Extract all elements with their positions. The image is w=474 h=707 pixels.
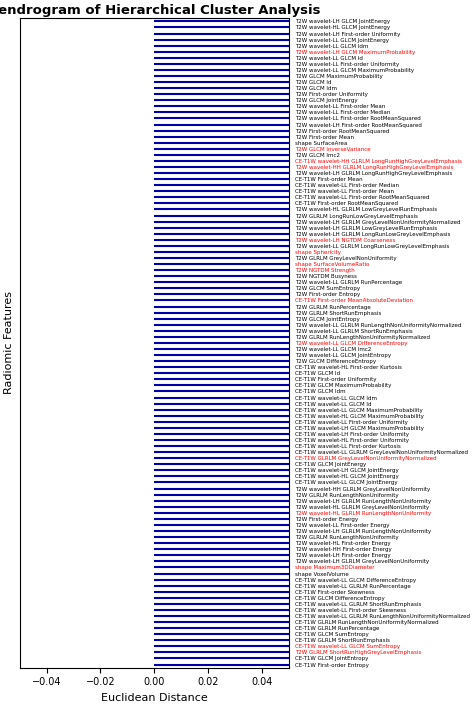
Y-axis label: Radiomic Features: Radiomic Features bbox=[4, 291, 14, 395]
Title: Dendrogram of Hierarchical Cluster Analysis: Dendrogram of Hierarchical Cluster Analy… bbox=[0, 4, 321, 17]
X-axis label: Euclidean Distance: Euclidean Distance bbox=[101, 693, 208, 703]
